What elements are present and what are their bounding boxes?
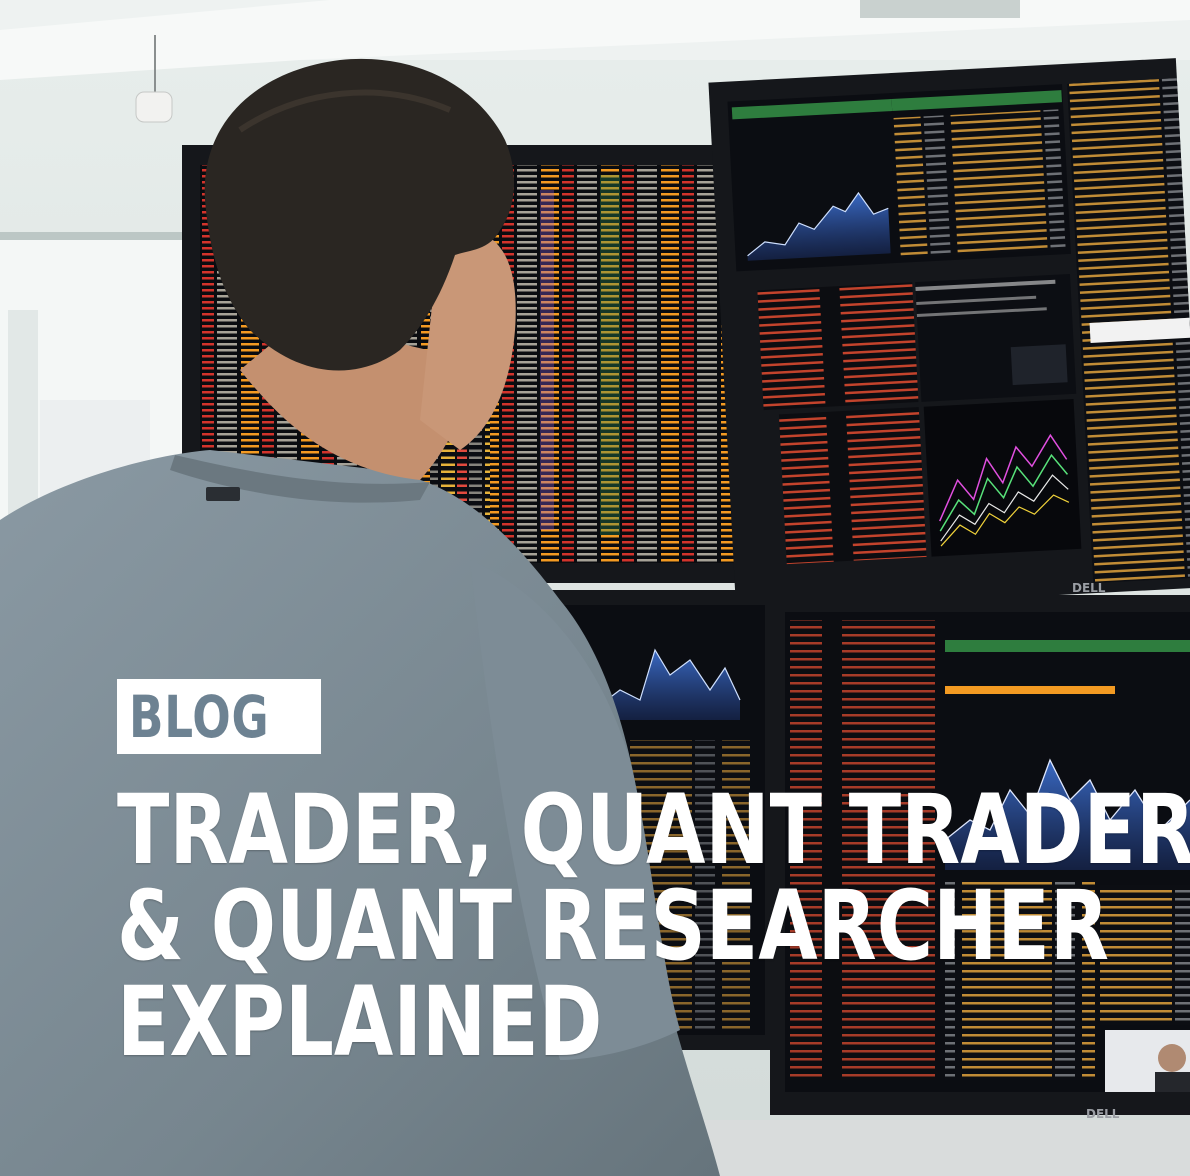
blog-tag: BLOG: [117, 679, 322, 754]
svg-text:DELL: DELL: [1086, 1107, 1120, 1121]
headline-line-3: EXPLAINED: [117, 966, 603, 1078]
svg-text:DELL: DELL: [1072, 581, 1106, 595]
headline-line-1: TRADER, QUANT TRADER: [117, 774, 1190, 886]
blog-tag-label: BLOG: [129, 682, 270, 751]
headline-line-2: & QUANT RESEARCHER: [117, 870, 1110, 982]
headline: TRADER, QUANT TRADER & QUANT RESEARCHER …: [117, 774, 1190, 1078]
